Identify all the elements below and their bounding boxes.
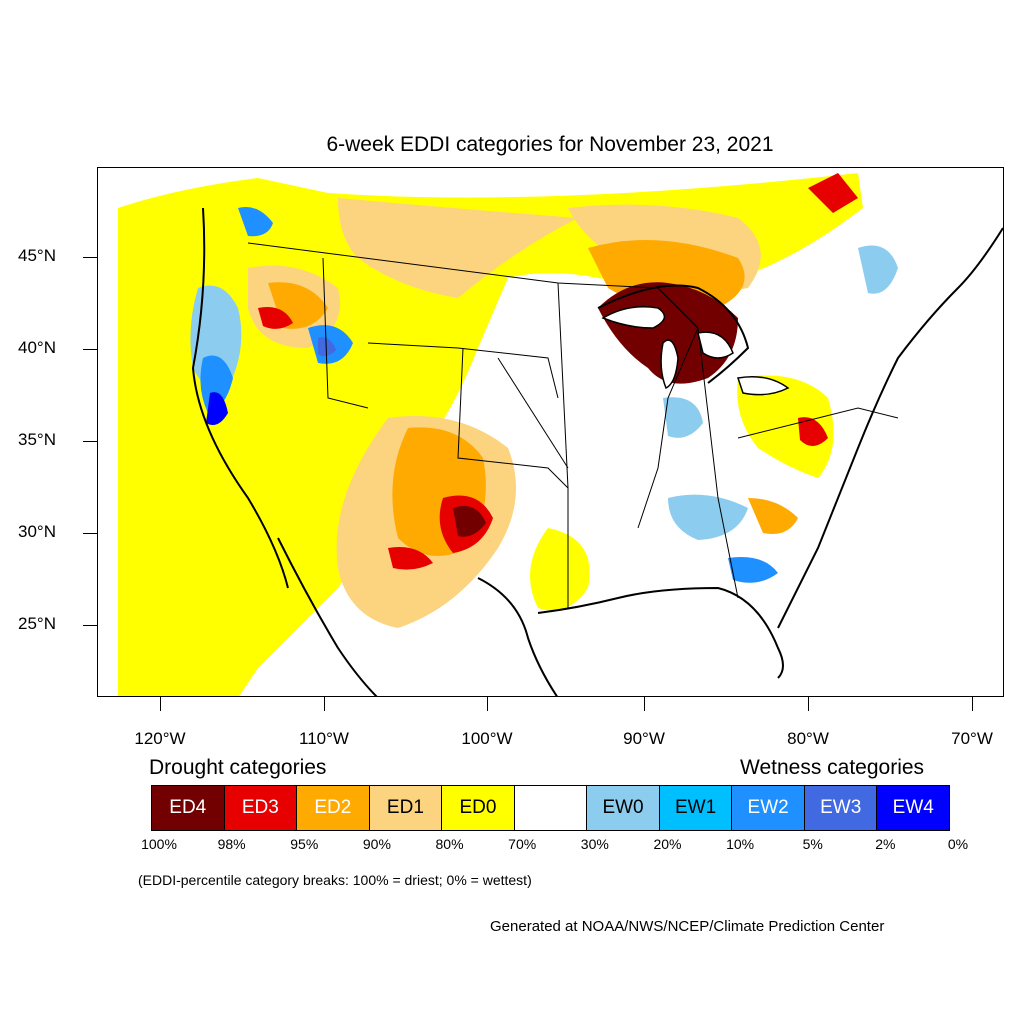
lon-tick (644, 697, 645, 711)
legend-box-ed2: ED2 (297, 786, 370, 830)
lat-label-30: 30°N (18, 522, 56, 541)
lon-tick (160, 697, 161, 711)
lat-tick (83, 533, 97, 534)
percentile-label: 90% (362, 836, 391, 852)
legend-box-ew2: EW2 (732, 786, 805, 830)
drought-categories-heading: Drought categories (149, 756, 327, 779)
lon-tick (487, 697, 488, 711)
lon-label-120: 120°W (134, 729, 186, 748)
percentile-label: 5% (802, 836, 823, 852)
category-fill (118, 173, 898, 696)
lat-label-45: 45°N (18, 246, 56, 265)
lon-label-90: 90°W (623, 729, 665, 748)
legend-box-ed1: ED1 (369, 786, 443, 830)
credit-line: Generated at NOAA/NWS/NCEP/Climate Predi… (490, 918, 885, 935)
map-canvas (118, 173, 1003, 696)
lat-label-35: 35°N (18, 430, 56, 449)
wetness-categories-heading: Wetness categories (740, 756, 925, 779)
percentile-label: 20% (653, 836, 682, 852)
percentile-label: 0% (947, 836, 969, 852)
lat-tick (83, 625, 97, 626)
percentile-label: 2% (875, 836, 896, 852)
lat-tick (83, 349, 97, 350)
lon-label-100: 100°W (461, 729, 513, 748)
category-legend: ED4 ED3 ED2 ED1 ED0 EW0 EW1 EW2 EW3 EW4 (151, 785, 950, 831)
legend-box-ew3: EW3 (804, 786, 878, 830)
lon-label-80: 80°W (787, 729, 829, 748)
legend-box-ed4: ED4 (152, 786, 225, 830)
percentile-label: 100% (141, 836, 177, 852)
lon-label-70: 70°W (951, 729, 993, 748)
lat-tick (83, 257, 97, 258)
lat-label-40: 40°N (18, 338, 56, 357)
percentile-label: 10% (726, 836, 755, 852)
percentile-label: 98% (217, 836, 246, 852)
lon-tick (324, 697, 325, 711)
lat-tick (83, 441, 97, 442)
legend-box-neutral (514, 786, 588, 830)
lon-label-110: 110°W (299, 729, 349, 748)
legend-box-ed3: ED3 (224, 786, 298, 830)
eddi-map (97, 167, 1004, 697)
lat-label-25: 25°N (18, 614, 56, 633)
map-title: 6-week EDDI categories for November 23, … (326, 133, 774, 156)
state-boundaries (247, 242, 899, 608)
legend-box-ew4: EW4 (877, 786, 950, 830)
lon-tick (972, 697, 973, 711)
category-note: (EDDI-percentile category breaks: 100% =… (138, 872, 532, 888)
legend-box-ew0: EW0 (587, 786, 660, 830)
percentile-label: 80% (435, 836, 464, 852)
percentile-label: 95% (290, 836, 319, 852)
legend-box-ew1: EW1 (659, 786, 733, 830)
percentile-label: 70% (508, 836, 537, 852)
legend-box-ed0: ED0 (442, 786, 515, 830)
great-lakes (601, 306, 790, 396)
percentile-label: 30% (580, 836, 609, 852)
coastlines (191, 207, 1003, 696)
lon-tick (808, 697, 809, 711)
